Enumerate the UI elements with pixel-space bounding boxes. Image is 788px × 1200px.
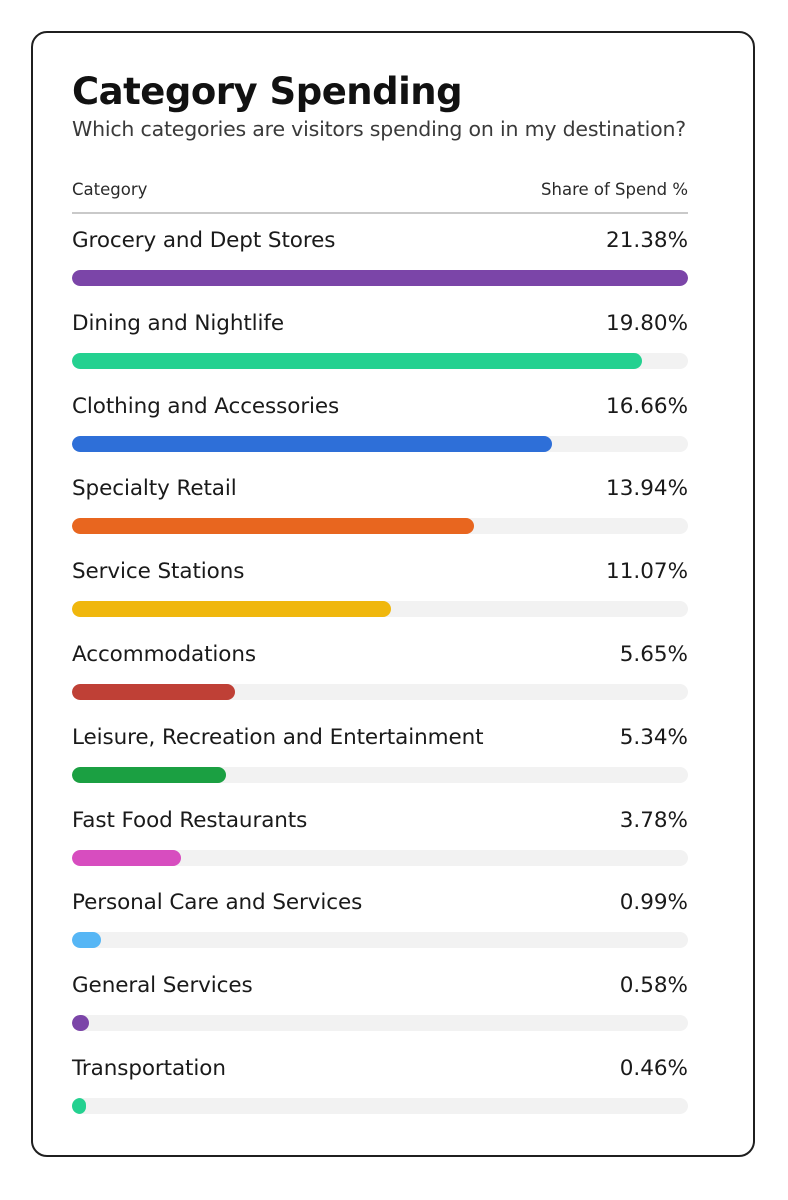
category-label: Specialty Retail	[72, 476, 237, 502]
category-row: Grocery and Dept Stores 21.38%	[72, 228, 688, 311]
share-value-label: 11.07%	[606, 559, 688, 585]
category-row: Leisure, Recreation and Entertainment 5.3…	[72, 725, 688, 808]
category-row: Dining and Nightlife 19.80%	[72, 311, 688, 394]
share-bar	[72, 435, 552, 452]
category-label: Service Stations	[72, 559, 245, 585]
bar-track	[72, 435, 688, 452]
share-value-label: 21.38%	[606, 228, 688, 253]
share-bar	[72, 270, 688, 286]
category-row: Clothing and Accessories 16.66%	[72, 394, 688, 477]
category-bar-list: Grocery and Dept Stores 21.38% Dining and …	[72, 228, 688, 1139]
share-value-label: 3.78%	[619, 807, 688, 833]
share-bar	[72, 352, 643, 369]
share-value-label: 5.65%	[619, 641, 688, 667]
category-spending-card	[31, 31, 755, 1157]
bar-track	[72, 766, 688, 783]
category-row: Service Stations 11.07%	[72, 559, 688, 642]
bar-track	[72, 518, 688, 535]
category-row: Accommodations 5.65%	[72, 642, 688, 725]
bar-track	[72, 932, 688, 949]
share-bar	[72, 766, 226, 783]
share-value-label: 0.99%	[619, 890, 688, 916]
share-value-label: 13.94%	[606, 476, 688, 502]
bar-track	[72, 683, 688, 700]
column-header-share: Share of Spend %	[541, 180, 688, 199]
bar-track	[72, 1097, 688, 1114]
category-row: Specialty Retail 13.94%	[72, 476, 688, 559]
category-label: Dining and Nightlife	[72, 310, 285, 336]
share-value-label: 16.66%	[606, 393, 688, 419]
bar-track	[72, 1015, 688, 1032]
bar-track	[72, 270, 688, 286]
category-label: Personal Care and Services	[72, 890, 363, 916]
category-label: Grocery and Dept Stores	[72, 228, 336, 253]
share-value-label: 5.34%	[619, 724, 688, 750]
category-label: Transportation	[72, 1055, 226, 1081]
category-row: Fast Food Restaurants 3.78%	[72, 808, 688, 891]
category-row: Personal Care and Services 0.99%	[72, 890, 688, 973]
category-label: Fast Food Restaurants	[72, 807, 308, 833]
category-row: General Services 0.58%	[72, 973, 688, 1056]
share-bar	[72, 518, 474, 535]
share-value-label: 0.58%	[619, 973, 688, 999]
share-value-label: 0.46%	[619, 1055, 688, 1081]
page-title: Category Spending	[72, 70, 463, 113]
bar-track	[72, 601, 688, 618]
share-bar	[72, 601, 391, 618]
category-label: General Services	[72, 973, 253, 999]
category-row: Transportation 0.46%	[72, 1056, 688, 1139]
page-subtitle: Which categories are visitors spending o…	[72, 117, 686, 141]
column-header-category: Category	[72, 180, 148, 199]
category-label: Accommodations	[72, 641, 256, 667]
share-bar	[72, 932, 101, 949]
share-bar	[72, 1015, 89, 1032]
bar-track	[72, 352, 688, 369]
share-bar	[72, 849, 181, 866]
bar-track	[72, 849, 688, 866]
share-bar	[72, 683, 235, 700]
share-value-label: 19.80%	[606, 310, 688, 336]
category-label: Leisure, Recreation and Entertainment	[72, 724, 484, 750]
header-divider	[72, 212, 688, 214]
share-bar	[72, 1097, 86, 1114]
category-label: Clothing and Accessories	[72, 393, 340, 419]
